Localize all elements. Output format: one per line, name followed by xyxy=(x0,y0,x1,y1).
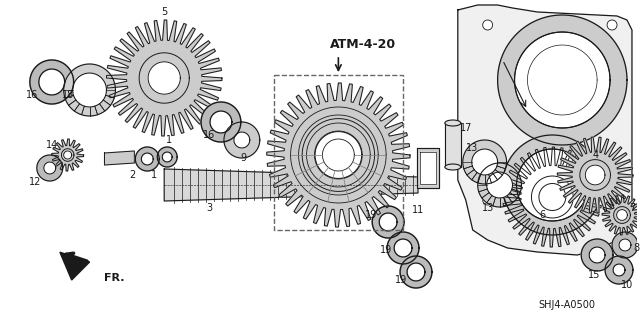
Text: 6: 6 xyxy=(540,210,545,220)
Polygon shape xyxy=(486,172,513,198)
Text: ATM-4-20: ATM-4-20 xyxy=(330,39,396,51)
Text: 3: 3 xyxy=(206,203,212,213)
Text: 11: 11 xyxy=(412,205,424,215)
Polygon shape xyxy=(39,69,65,95)
Polygon shape xyxy=(52,139,84,171)
Polygon shape xyxy=(224,122,260,158)
Polygon shape xyxy=(157,147,177,167)
Circle shape xyxy=(612,195,622,205)
Polygon shape xyxy=(445,123,461,167)
Polygon shape xyxy=(581,239,613,271)
Circle shape xyxy=(483,195,493,205)
Polygon shape xyxy=(613,264,625,276)
Polygon shape xyxy=(586,165,605,185)
Polygon shape xyxy=(502,135,602,235)
Polygon shape xyxy=(557,137,633,213)
Text: 13: 13 xyxy=(481,203,494,213)
Text: 1: 1 xyxy=(166,135,172,145)
Ellipse shape xyxy=(445,120,461,126)
Circle shape xyxy=(607,20,617,30)
Polygon shape xyxy=(372,206,404,238)
Polygon shape xyxy=(400,256,432,288)
Polygon shape xyxy=(379,213,397,231)
Polygon shape xyxy=(458,5,632,255)
Text: 8: 8 xyxy=(634,243,640,253)
Polygon shape xyxy=(619,239,631,251)
Text: 9: 9 xyxy=(241,153,247,163)
Text: 2: 2 xyxy=(129,170,136,180)
Polygon shape xyxy=(477,163,522,207)
Polygon shape xyxy=(234,132,250,148)
Polygon shape xyxy=(498,15,627,145)
Polygon shape xyxy=(63,151,72,159)
Polygon shape xyxy=(315,132,362,178)
Polygon shape xyxy=(420,152,436,184)
Polygon shape xyxy=(589,247,605,263)
Polygon shape xyxy=(164,169,418,201)
Polygon shape xyxy=(106,20,222,136)
Polygon shape xyxy=(387,232,419,264)
Bar xyxy=(274,75,403,230)
Polygon shape xyxy=(417,148,439,188)
Polygon shape xyxy=(472,149,498,175)
Text: 19: 19 xyxy=(365,210,378,220)
Polygon shape xyxy=(30,60,74,104)
Polygon shape xyxy=(64,64,115,116)
Text: 12: 12 xyxy=(29,177,41,187)
Ellipse shape xyxy=(445,164,461,170)
Polygon shape xyxy=(602,195,640,235)
Text: 14: 14 xyxy=(45,140,58,150)
Polygon shape xyxy=(463,140,507,184)
Polygon shape xyxy=(394,239,412,257)
Polygon shape xyxy=(135,147,159,171)
Text: 1: 1 xyxy=(151,170,157,180)
Polygon shape xyxy=(539,183,566,211)
Polygon shape xyxy=(516,149,588,221)
Text: 7: 7 xyxy=(629,203,635,213)
Polygon shape xyxy=(73,73,106,107)
Polygon shape xyxy=(267,83,410,227)
Text: 19: 19 xyxy=(380,245,392,255)
Polygon shape xyxy=(605,256,633,284)
Text: 16: 16 xyxy=(203,130,215,140)
Text: 13: 13 xyxy=(466,143,478,153)
Polygon shape xyxy=(407,263,425,281)
Polygon shape xyxy=(201,102,241,142)
Polygon shape xyxy=(502,147,602,247)
Text: 19: 19 xyxy=(395,275,407,285)
Polygon shape xyxy=(37,155,63,181)
Polygon shape xyxy=(616,210,627,220)
Polygon shape xyxy=(612,232,638,258)
Polygon shape xyxy=(44,162,56,174)
Text: FR.: FR. xyxy=(104,273,125,283)
Polygon shape xyxy=(60,252,90,280)
Polygon shape xyxy=(210,111,232,133)
Text: 4: 4 xyxy=(592,150,598,160)
Text: 16: 16 xyxy=(26,90,38,100)
Text: SHJ4-A0500: SHJ4-A0500 xyxy=(539,300,596,310)
Circle shape xyxy=(483,20,493,30)
Polygon shape xyxy=(141,153,153,165)
Polygon shape xyxy=(515,32,610,128)
Text: 18: 18 xyxy=(61,90,74,100)
Polygon shape xyxy=(148,62,180,94)
Text: 17: 17 xyxy=(460,123,472,133)
Text: 15: 15 xyxy=(588,270,600,280)
Text: 5: 5 xyxy=(161,7,167,17)
Polygon shape xyxy=(162,152,172,162)
Text: 10: 10 xyxy=(621,280,633,290)
Polygon shape xyxy=(104,151,134,165)
